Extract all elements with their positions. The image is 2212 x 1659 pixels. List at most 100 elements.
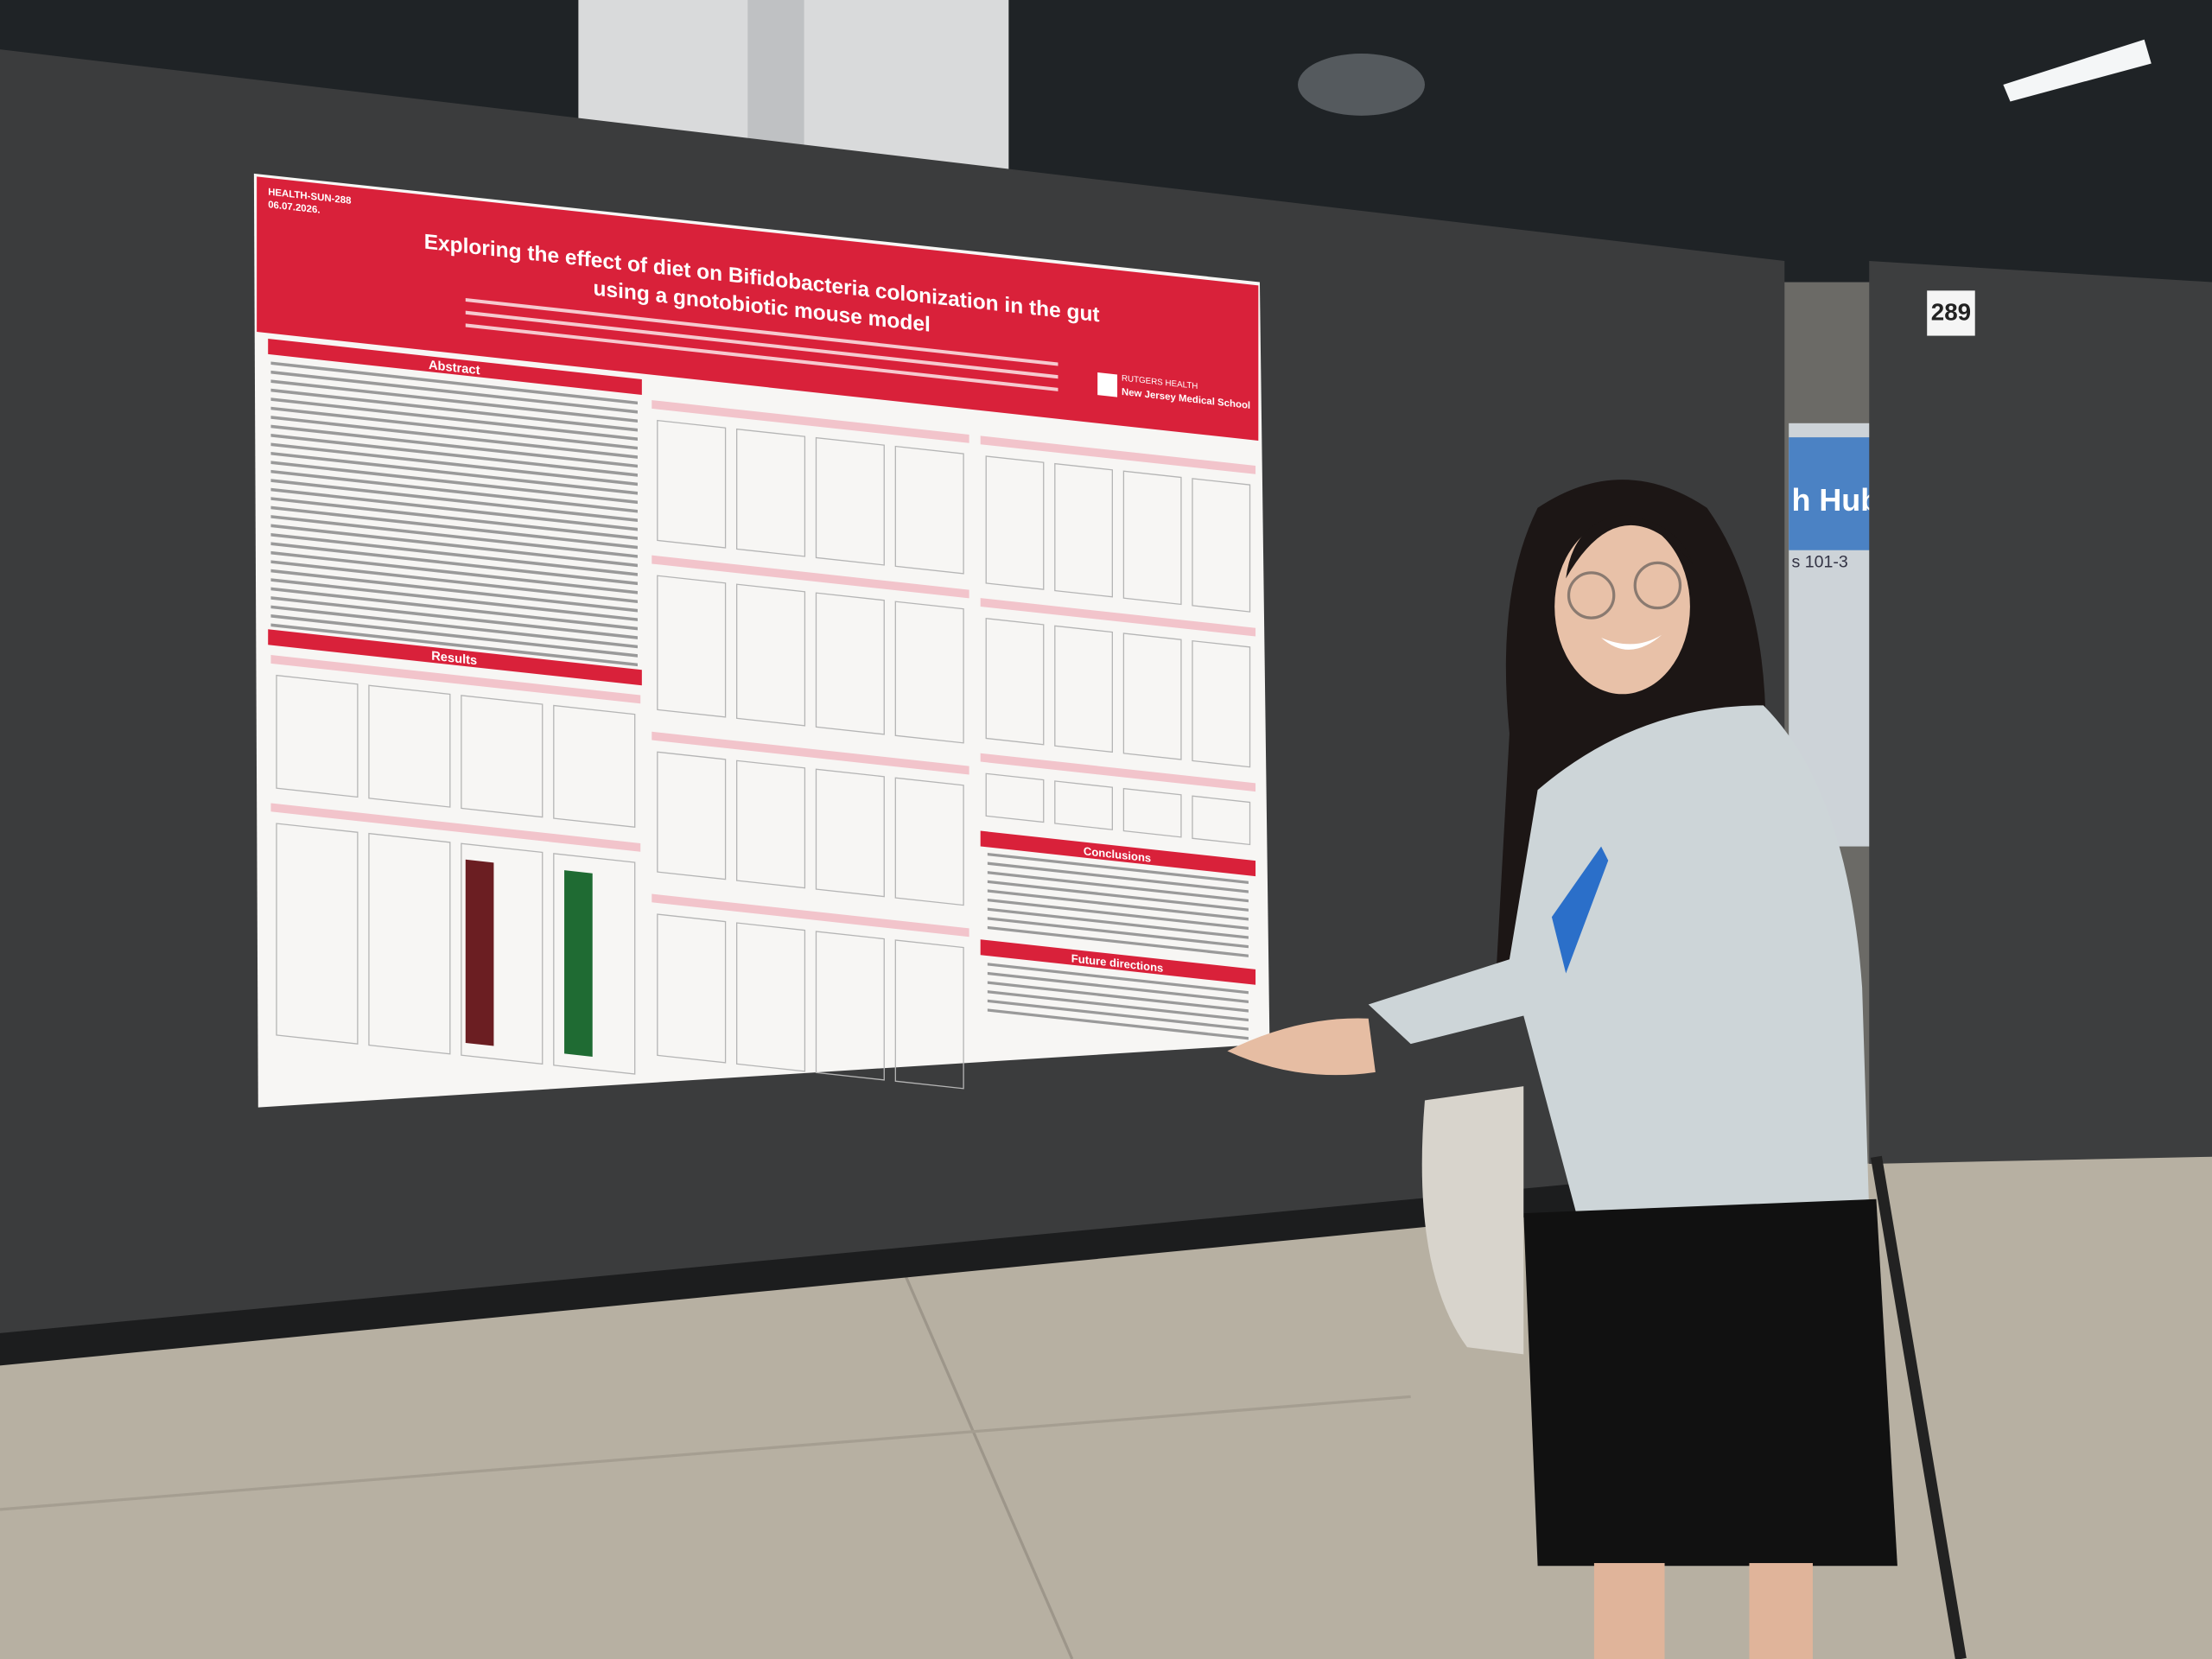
figure-heading	[652, 555, 969, 599]
figure-panel	[1192, 478, 1251, 613]
figure-heading	[980, 435, 1256, 474]
text-line	[270, 479, 638, 522]
author-line	[465, 310, 1058, 379]
figure-heading	[980, 598, 1256, 637]
text-line	[270, 614, 638, 658]
text-line	[987, 907, 1249, 939]
ceiling-vent	[1298, 54, 1425, 116]
figure-panel	[894, 445, 964, 575]
text-line	[270, 469, 638, 513]
figure-panel	[276, 674, 359, 798]
text-line	[270, 361, 638, 405]
text-line	[987, 971, 1249, 1003]
text-line	[270, 416, 638, 459]
figure-panel	[815, 768, 885, 898]
figure-panel	[657, 913, 727, 1064]
figure-panel	[894, 777, 964, 906]
glasses	[1633, 561, 1682, 610]
text-line	[270, 569, 638, 613]
text-line	[270, 388, 638, 432]
text-line	[270, 587, 638, 631]
heatmap	[465, 859, 494, 1046]
figure-panel	[657, 419, 727, 549]
figure-heading	[270, 655, 641, 704]
figure-heading	[980, 753, 1256, 792]
banner	[1789, 437, 1874, 550]
figure-panel	[1054, 780, 1113, 830]
banner-text: h Hub	[1791, 482, 1879, 518]
figure-panel	[736, 583, 806, 727]
floor-seam	[0, 1395, 1411, 1511]
figure-panel	[657, 575, 727, 718]
figure-panel	[1122, 632, 1182, 760]
text-line	[270, 596, 638, 639]
text-line	[270, 379, 638, 423]
bangs	[1566, 514, 1694, 579]
text-line	[270, 424, 638, 468]
shirt	[1368, 705, 1870, 1228]
text-line	[270, 623, 638, 667]
text-line	[987, 880, 1249, 912]
figure-panel	[985, 455, 1045, 590]
banner-text: s 101-3	[1791, 552, 1847, 571]
heatmap	[564, 870, 593, 1057]
poster-header	[257, 176, 1259, 441]
text-line	[270, 434, 638, 477]
figure-panel	[276, 823, 359, 1045]
text-line	[270, 487, 638, 531]
text-line	[987, 898, 1249, 931]
leg	[1593, 1562, 1665, 1659]
text-line	[987, 981, 1249, 1013]
figure-panel	[1192, 795, 1251, 846]
figure-panel	[985, 772, 1045, 823]
text-line	[987, 925, 1249, 957]
text-line	[987, 861, 1249, 893]
text-line	[270, 524, 638, 568]
figure-panel	[461, 695, 543, 818]
text-line	[987, 963, 1249, 995]
ceiling-light	[2003, 39, 2152, 102]
figure-panel	[815, 436, 885, 566]
text-line	[270, 605, 638, 649]
text-line	[987, 871, 1249, 903]
figure-panel	[368, 684, 451, 808]
figure-panel	[461, 842, 543, 1065]
figure-panel	[815, 931, 885, 1081]
text-line	[270, 578, 638, 621]
section-bar	[268, 338, 642, 395]
figure-panel	[1122, 470, 1182, 606]
figure-panel	[657, 751, 727, 880]
bag	[1421, 1086, 1524, 1355]
figure-heading	[652, 731, 969, 775]
side-board	[1869, 261, 2212, 1164]
text-line	[987, 917, 1249, 949]
figure-panel	[815, 592, 885, 735]
face	[1554, 518, 1690, 695]
lanyard	[1551, 846, 1609, 974]
figure-panel	[1054, 625, 1113, 753]
figure-panel	[894, 939, 964, 1090]
text-line	[270, 461, 638, 505]
figure-panel	[553, 853, 636, 1075]
glasses	[1567, 571, 1616, 620]
figure-panel	[553, 704, 636, 828]
easel-leg	[1870, 1155, 1967, 1659]
figure-panel	[1122, 787, 1182, 838]
text-line	[270, 560, 638, 604]
figure-panel	[1054, 462, 1113, 598]
text-line	[270, 406, 638, 450]
text-line	[270, 505, 638, 550]
figure-panel	[985, 618, 1045, 746]
figure-panel	[894, 601, 964, 744]
section-bar	[980, 830, 1256, 877]
text-line	[270, 397, 638, 441]
text-line	[987, 852, 1249, 885]
text-line	[270, 451, 638, 495]
figure-panel	[736, 922, 806, 1072]
poster-content: HEALTH-SUN-288 06.07.2026. Exploring the…	[257, 176, 1259, 1090]
text-line	[270, 532, 638, 576]
figure-heading	[652, 893, 969, 938]
board-edge	[0, 1163, 1785, 1366]
author-line	[465, 323, 1058, 391]
